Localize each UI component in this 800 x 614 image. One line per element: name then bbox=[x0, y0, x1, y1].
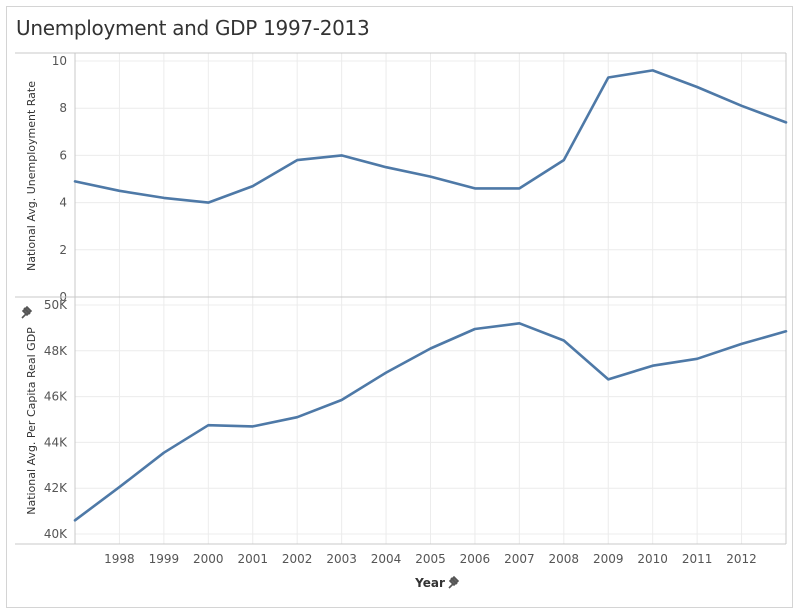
x-tick-label: 2010 bbox=[637, 552, 668, 566]
y-tick-label-gdp: 44K bbox=[44, 435, 68, 449]
x-tick-label: 1999 bbox=[149, 552, 180, 566]
y-axis-title-gdp: National Avg. Per Capita Real GDP bbox=[25, 327, 38, 515]
x-tick-label: 2012 bbox=[726, 552, 757, 566]
y-tick-label-unemployment: 6 bbox=[59, 148, 67, 162]
x-tick-label: 2005 bbox=[415, 552, 446, 566]
x-tick-label: 2009 bbox=[593, 552, 624, 566]
y-tick-label-gdp: 46K bbox=[44, 390, 68, 404]
pin-icon[interactable] bbox=[21, 305, 33, 319]
x-tick-label: 2006 bbox=[460, 552, 491, 566]
y-tick-label-gdp: 42K bbox=[44, 481, 68, 495]
series-line-gdp bbox=[73, 321, 788, 522]
x-tick-label: 2002 bbox=[282, 552, 313, 566]
x-tick-label: 1998 bbox=[104, 552, 135, 566]
pin-icon[interactable] bbox=[448, 575, 460, 589]
y-axis-title-unemployment: National Avg. Unemployment Rate bbox=[25, 81, 38, 271]
y-tick-label-unemployment: 10 bbox=[52, 54, 67, 68]
y-tick-label-unemployment: 8 bbox=[59, 101, 67, 115]
y-tick-label-gdp: 48K bbox=[44, 344, 68, 358]
x-tick-label: 2004 bbox=[371, 552, 402, 566]
chart-frame bbox=[6, 6, 793, 608]
chart-title: Unemployment and GDP 1997-2013 bbox=[16, 16, 370, 40]
y-tick-label-unemployment: 2 bbox=[59, 243, 67, 257]
gdp-panel: 40K 42K 44K 46K 48K 50K bbox=[15, 296, 788, 545]
y-tick-label-unemployment: 4 bbox=[59, 196, 67, 210]
x-tick-label: 2003 bbox=[326, 552, 357, 566]
x-axis-title: Year bbox=[414, 576, 445, 590]
y-tick-label-gdp: 50K bbox=[44, 298, 68, 312]
x-tick-label: 2000 bbox=[193, 552, 224, 566]
x-tick-label: 2001 bbox=[237, 552, 268, 566]
x-tick-label: 2011 bbox=[682, 552, 713, 566]
y-tick-label-gdp: 40K bbox=[44, 527, 68, 541]
x-tick-label: 2008 bbox=[549, 552, 580, 566]
series-line-unemployment bbox=[73, 69, 788, 204]
x-axis: 1998 1999 2000 2001 2002 2003 2004 2005 2006 2007… bbox=[104, 552, 757, 566]
x-tick-label: 2007 bbox=[504, 552, 535, 566]
